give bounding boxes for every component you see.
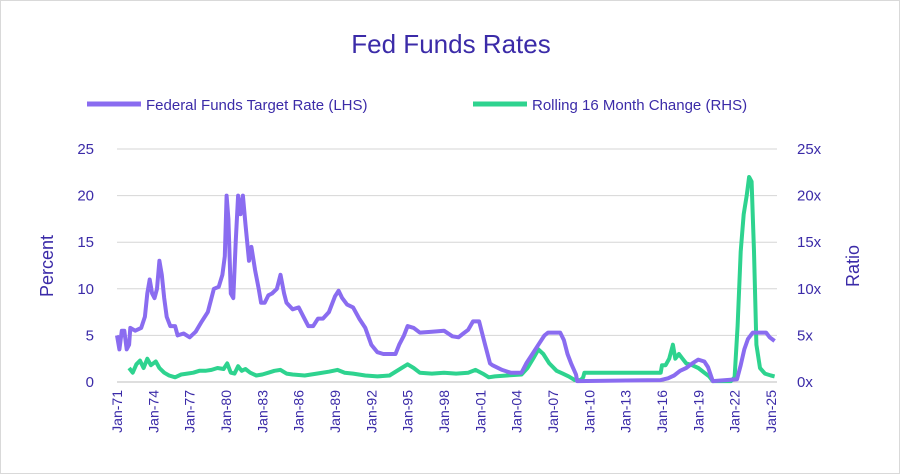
legend-label-target-rate: Federal Funds Target Rate (LHS) (146, 97, 368, 114)
y-tick-label-left: 20 (77, 188, 94, 205)
x-tick-label: Jan-13 (618, 390, 634, 433)
x-tick-label: Jan-71 (109, 390, 125, 433)
series-line-target-rate (115, 193, 776, 384)
x-tick-label: Jan-22 (727, 390, 743, 433)
x-tick-label: Jan-19 (690, 390, 706, 433)
y-axis-right-title: Ratio (843, 245, 863, 287)
y-tick-label-left: 0 (86, 374, 94, 391)
y-tick-label-right: 0x (797, 374, 813, 391)
y-tick-label-left: 25 (77, 141, 94, 158)
y-tick-label-left: 5 (86, 327, 94, 344)
x-tick-label: Jan-77 (182, 390, 198, 433)
y-tick-label-right: 25x (797, 141, 822, 158)
x-axis-ticks: Jan-71 Jan-74 Jan-77 Jan-80 Jan-83 Jan-86 Jan-… (109, 390, 779, 433)
x-tick-label: Jan-92 (363, 390, 379, 433)
x-tick-label: Jan-98 (436, 390, 452, 433)
gridlines (117, 148, 777, 383)
y-tick-label-right: 10x (797, 281, 822, 298)
series-line-rolling-change (127, 175, 776, 384)
y-tick-label-left: 15 (77, 234, 94, 251)
x-tick-label: Jan-80 (218, 390, 234, 433)
chart-title: Fed Funds Rates (351, 29, 550, 59)
x-tick-label: Jan-95 (400, 390, 416, 433)
x-tick-label: Jan-07 (545, 390, 561, 433)
legend-label-rolling-change: Rolling 16 Month Change (RHS) (532, 97, 747, 114)
x-tick-label: Jan-25 (763, 390, 779, 433)
x-tick-label: Jan-89 (327, 390, 343, 433)
x-tick-label: Jan-83 (254, 390, 270, 433)
legend: Federal Funds Target Rate (LHS) Rolling … (87, 97, 747, 114)
x-tick-label: Jan-16 (654, 390, 670, 433)
x-tick-label: Jan-86 (291, 390, 307, 433)
x-tick-label: Jan-10 (581, 390, 597, 433)
y-tick-label-right: 5x (797, 327, 813, 344)
x-tick-label: Jan-01 (472, 390, 488, 433)
y-axis-right-ticks: 0x 5x 10x 15x 20x 25x (797, 141, 822, 391)
y-axis-left-ticks: 0 5 10 15 20 25 (77, 141, 94, 391)
y-axis-left-title: Percent (37, 235, 57, 297)
y-tick-label-left: 10 (77, 281, 94, 298)
x-tick-label: Jan-74 (145, 390, 161, 433)
x-tick-label: Jan-04 (509, 390, 525, 433)
y-tick-label-right: 15x (797, 234, 822, 251)
y-tick-label-right: 20x (797, 188, 822, 205)
